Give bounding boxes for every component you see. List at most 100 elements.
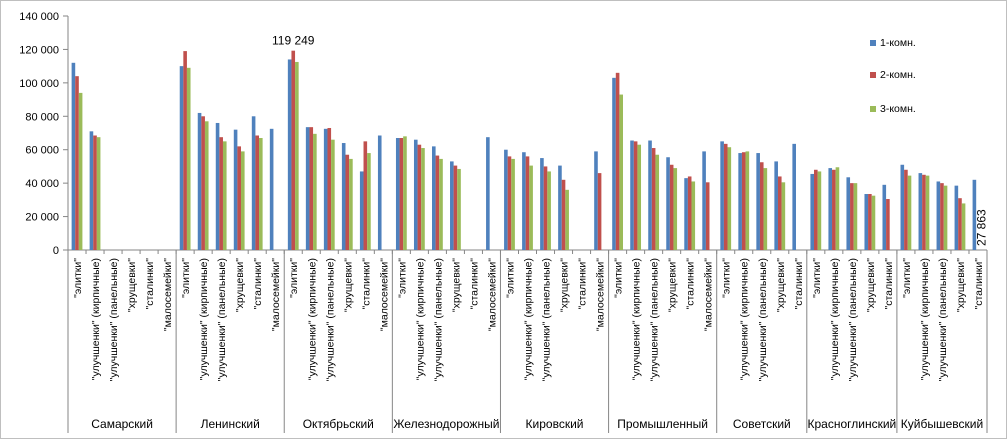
group-label: Красноглинский <box>808 417 897 431</box>
category-label: "малосемейки" <box>270 258 282 331</box>
bar-1-комн. <box>323 128 328 250</box>
bar-2-комн. <box>922 174 926 250</box>
bar-1-комн. <box>828 168 833 250</box>
category-label: "улучшенки" (кирпичные) <box>739 258 751 380</box>
bar-1-комн. <box>450 161 454 250</box>
bar-2-комн. <box>507 156 512 250</box>
bar-2-комн. <box>219 137 223 250</box>
category-label: "хрущевки" <box>775 258 787 312</box>
bar-2-комн. <box>633 141 638 250</box>
bar-1-комн. <box>413 139 418 250</box>
group-label: Самарский <box>91 417 153 431</box>
bar-2-комн. <box>886 199 890 250</box>
bar-2-комн. <box>561 179 566 250</box>
category-label: "малосемейки" <box>703 258 715 331</box>
bar-3-комн. <box>511 158 515 250</box>
bar-2-комн. <box>363 141 368 250</box>
bar-3-комн. <box>186 67 191 250</box>
category-label: "улучшенки" (панельные) <box>649 258 661 381</box>
bar-2-комн. <box>435 155 440 250</box>
y-tick-label: 80 000 <box>25 111 59 123</box>
category-label: "улучшенки" (кирпичные) <box>414 258 426 380</box>
bar-2-комн. <box>723 143 728 250</box>
bar-3-комн. <box>96 137 101 250</box>
category-label: "сталинки" <box>577 258 589 310</box>
bar-2-комн. <box>183 51 187 250</box>
bar-2-комн. <box>814 169 818 250</box>
legend-swatch-1-комн. <box>870 40 876 46</box>
group-label: Октябрьский <box>303 417 374 431</box>
bar-3-комн. <box>313 133 317 250</box>
category-label: "элитки" <box>901 258 913 298</box>
category-label: "элитки" <box>721 258 733 298</box>
y-tick-label: 100 000 <box>19 78 59 90</box>
category-label: "улучшенки" (кирпичные) <box>198 258 210 380</box>
bar-1-комн. <box>179 66 184 250</box>
bar-2-комн. <box>345 154 350 250</box>
bar-2-комн. <box>850 183 854 250</box>
category-label: "улучшенки" (панельные) <box>757 258 769 381</box>
bar-3-комн. <box>259 138 263 250</box>
bar-1-комн. <box>720 141 724 250</box>
category-label: "малосемейки" <box>486 258 498 331</box>
bar-3-комн. <box>529 165 533 250</box>
bar-2-комн. <box>651 148 656 250</box>
category-label: "малосемейки" <box>595 258 607 331</box>
bar-1-комн. <box>432 146 436 250</box>
bar-1-комн. <box>648 140 652 250</box>
bar-1-комн. <box>377 135 382 250</box>
bar-2-комн. <box>75 76 79 250</box>
bar-1-комн. <box>900 164 905 250</box>
bar-2-комн. <box>525 156 530 250</box>
bar-3-комн. <box>853 183 858 250</box>
category-label: "элитки" <box>811 258 823 298</box>
category-label: "хрущевки" <box>955 258 967 312</box>
category-label: "улучшенки" (панельные) <box>937 258 949 381</box>
bar-1-комн. <box>918 173 923 250</box>
bar-1-комн. <box>792 143 796 250</box>
bar-1-комн. <box>810 173 815 250</box>
bar-2-комн. <box>615 72 620 250</box>
category-label: "элитки" <box>180 258 192 298</box>
category-label: "улучшенки" (кирпичные) <box>523 258 535 380</box>
group-label: Куйбышевский <box>901 417 983 431</box>
data-label: 27 863 <box>975 209 989 246</box>
bar-3-комн. <box>943 185 948 250</box>
bar-3-комн. <box>691 181 696 250</box>
bar-3-комн. <box>78 92 83 250</box>
legend-swatch-2-комн. <box>870 72 876 78</box>
bar-1-комн. <box>882 184 887 250</box>
bar-3-комн. <box>871 195 876 250</box>
category-label: "хрущевки" <box>865 258 877 312</box>
category-label: "сталинки" <box>685 258 697 310</box>
bar-1-комн. <box>774 161 778 250</box>
bar-2-комн. <box>904 169 908 250</box>
bar-1-комн. <box>756 153 760 250</box>
bar-3-комн. <box>745 151 750 250</box>
bar-1-комн. <box>936 181 941 250</box>
bar-3-комн. <box>240 151 245 250</box>
bar-1-комн. <box>846 177 851 250</box>
bar-2-комн. <box>543 166 548 250</box>
bar-1-комн. <box>954 185 959 250</box>
category-label: "хрущевки" <box>450 258 462 312</box>
bar-3-комн. <box>763 168 768 250</box>
category-label: "сталинки" <box>883 258 895 310</box>
group-label: Железнодорожный <box>393 417 499 431</box>
category-label: "хрущевки" <box>559 258 571 312</box>
bar-2-комн. <box>940 183 944 250</box>
y-tick-label: 40 000 <box>25 178 59 190</box>
category-label: "элитки" <box>72 258 84 298</box>
bar-3-комн. <box>421 148 425 250</box>
bar-2-комн. <box>327 127 332 250</box>
category-label: "улучшенки" (кирпичные) <box>631 258 643 380</box>
category-label: "хрущевки" <box>342 258 354 312</box>
bar-3-комн. <box>222 141 227 250</box>
bar-3-комн. <box>907 175 912 250</box>
legend-label: 3-комн. <box>880 103 916 115</box>
bar-1-комн. <box>864 194 869 250</box>
category-label: "сталинки" <box>252 258 264 310</box>
category-label: "элитки" <box>613 258 625 298</box>
bar-1-комн. <box>269 128 274 250</box>
